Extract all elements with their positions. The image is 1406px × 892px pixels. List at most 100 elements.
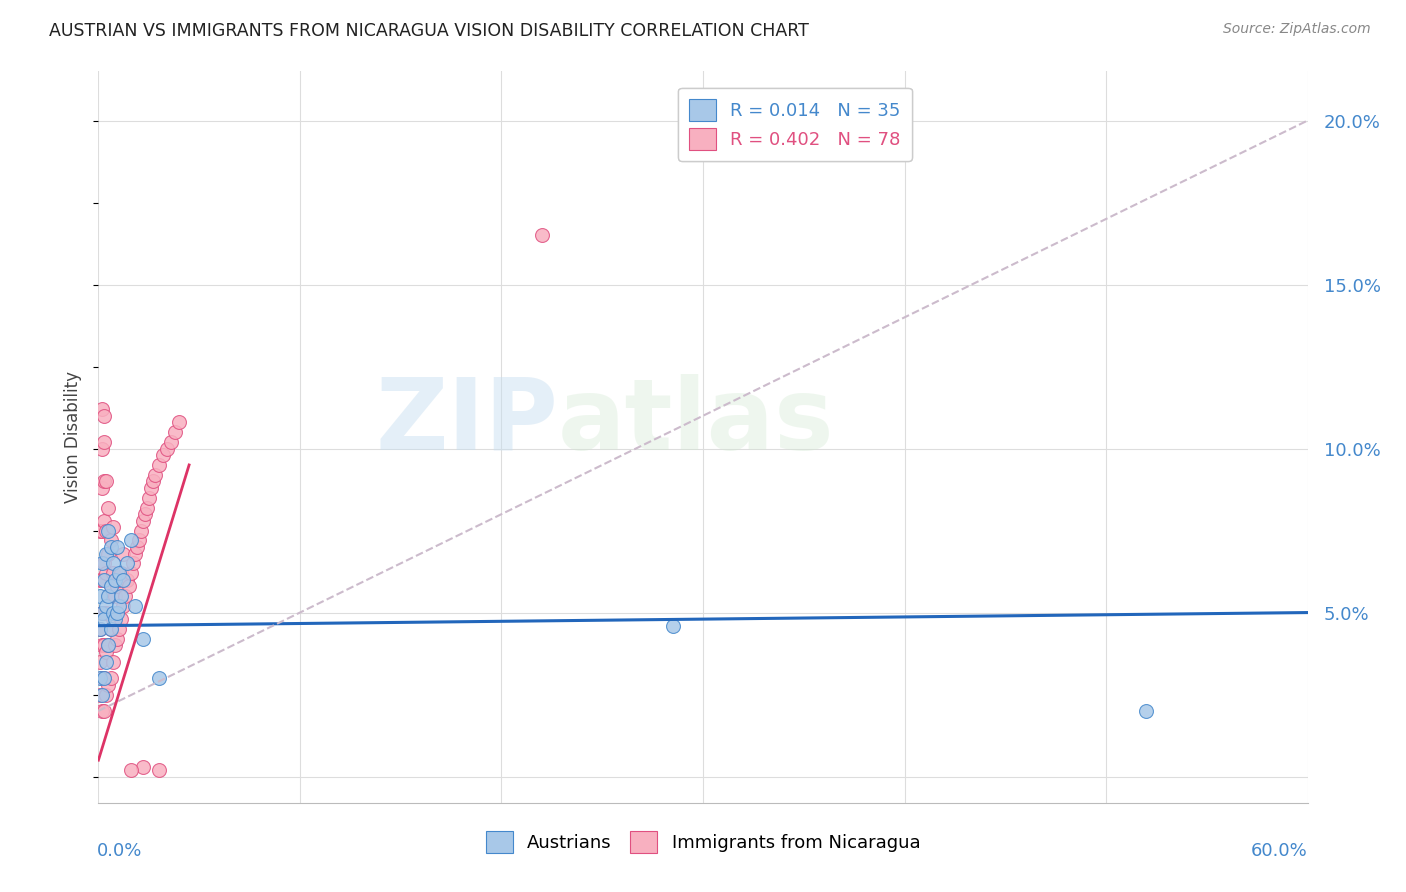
Point — [103, 638, 125, 652]
Point — [100, 579, 122, 593]
Point — [97, 547, 120, 561]
Point — [103, 589, 125, 603]
Legend: R = 0.014   N = 35, R = 0.402   N = 78: R = 0.014 N = 35, R = 0.402 N = 78 — [678, 87, 911, 161]
Point — [138, 491, 160, 505]
Point — [96, 599, 118, 613]
Point — [93, 573, 115, 587]
Point — [121, 557, 143, 571]
Point — [96, 566, 118, 581]
Point — [100, 622, 122, 636]
Point — [93, 704, 115, 718]
Point — [101, 520, 124, 534]
Point — [156, 442, 179, 456]
Point — [148, 458, 170, 472]
Point — [91, 481, 114, 495]
Point — [93, 671, 115, 685]
Point — [134, 507, 156, 521]
Point — [91, 442, 114, 456]
Point — [91, 402, 114, 417]
Point — [93, 435, 115, 450]
Point — [105, 540, 128, 554]
Point — [89, 622, 111, 636]
Point — [91, 557, 114, 571]
Point — [91, 671, 114, 685]
Point — [111, 573, 134, 587]
Point — [101, 612, 124, 626]
Point — [139, 481, 162, 495]
Point — [1135, 704, 1157, 718]
Point — [124, 599, 146, 613]
Point — [100, 579, 122, 593]
Text: AUSTRIAN VS IMMIGRANTS FROM NICARAGUA VISION DISABILITY CORRELATION CHART: AUSTRIAN VS IMMIGRANTS FROM NICARAGUA VI… — [49, 22, 808, 40]
Point — [118, 579, 141, 593]
Point — [129, 524, 152, 538]
Point — [96, 475, 118, 489]
Point — [100, 533, 122, 548]
Point — [103, 612, 125, 626]
Point — [103, 573, 125, 587]
Point — [110, 566, 132, 581]
Point — [132, 632, 155, 646]
Point — [91, 573, 114, 587]
Point — [163, 425, 186, 439]
Point — [125, 540, 148, 554]
Point — [93, 514, 115, 528]
Point — [110, 589, 132, 603]
Point — [100, 622, 122, 636]
Point — [124, 547, 146, 561]
Point — [148, 671, 170, 685]
Text: 60.0%: 60.0% — [1251, 842, 1308, 860]
Text: atlas: atlas — [558, 374, 835, 471]
Point — [110, 612, 132, 626]
Point — [97, 500, 120, 515]
Point — [107, 573, 129, 587]
Point — [105, 632, 128, 646]
Point — [148, 763, 170, 777]
Point — [96, 688, 118, 702]
Text: Source: ZipAtlas.com: Source: ZipAtlas.com — [1223, 22, 1371, 37]
Point — [89, 671, 111, 685]
Point — [120, 763, 142, 777]
Point — [97, 589, 120, 603]
Point — [91, 704, 114, 718]
Point — [89, 655, 111, 669]
Point — [160, 435, 183, 450]
Point — [120, 566, 142, 581]
Point — [132, 514, 155, 528]
Point — [96, 645, 118, 659]
Point — [142, 475, 165, 489]
Point — [97, 638, 120, 652]
Point — [115, 573, 138, 587]
Point — [152, 448, 174, 462]
Point — [101, 566, 124, 581]
Point — [91, 524, 114, 538]
Point — [101, 557, 124, 571]
Point — [107, 599, 129, 613]
Point — [89, 589, 111, 603]
Point — [115, 557, 138, 571]
Point — [96, 606, 118, 620]
Point — [96, 547, 118, 561]
Point — [111, 547, 134, 561]
Point — [530, 228, 553, 243]
Point — [89, 524, 111, 538]
Point — [111, 599, 134, 613]
Point — [91, 606, 114, 620]
Point — [97, 589, 120, 603]
Point — [105, 579, 128, 593]
Point — [96, 524, 118, 538]
Point — [661, 618, 683, 632]
Legend: Austrians, Immigrants from Nicaragua: Austrians, Immigrants from Nicaragua — [478, 824, 928, 861]
Point — [93, 475, 115, 489]
Point — [107, 622, 129, 636]
Point — [128, 533, 150, 548]
Point — [93, 409, 115, 423]
Point — [132, 760, 155, 774]
Point — [91, 688, 114, 702]
Point — [89, 688, 111, 702]
Point — [143, 467, 166, 482]
Point — [96, 655, 118, 669]
Point — [93, 557, 115, 571]
Point — [93, 606, 115, 620]
Point — [100, 671, 122, 685]
